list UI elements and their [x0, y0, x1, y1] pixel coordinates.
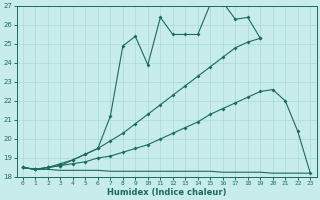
- X-axis label: Humidex (Indice chaleur): Humidex (Indice chaleur): [107, 188, 226, 197]
